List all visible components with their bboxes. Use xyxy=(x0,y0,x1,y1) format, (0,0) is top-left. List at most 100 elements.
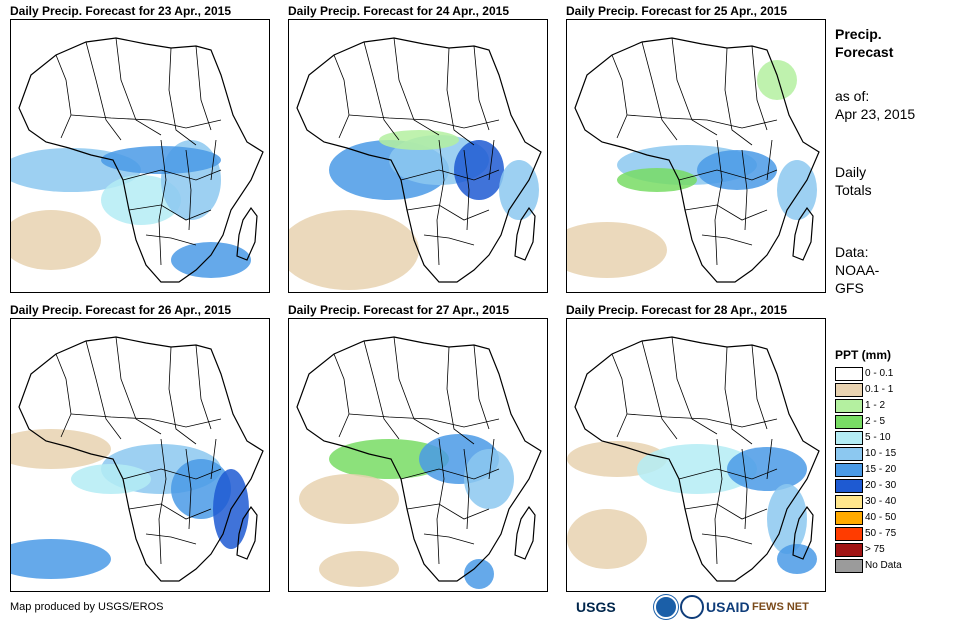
country-border xyxy=(671,37,718,136)
map-panel-4: Daily Precip. Forecast for 26 Apr., 2015 xyxy=(10,302,270,592)
legend-label: 5 - 10 xyxy=(865,432,891,443)
legend-label: > 75 xyxy=(865,544,885,555)
country-border xyxy=(473,45,490,131)
legend-swatch xyxy=(835,431,863,445)
country-border xyxy=(724,346,753,445)
country-border xyxy=(393,37,440,136)
sidebar-title: Precip. Forecast xyxy=(835,25,893,61)
legend-swatch xyxy=(835,495,863,509)
country-border xyxy=(463,448,470,530)
map-panel-3: Daily Precip. Forecast for 25 Apr., 2015 xyxy=(566,3,826,293)
country-border xyxy=(363,340,400,440)
precip-area xyxy=(289,210,419,290)
map-panel-5: Daily Precip. Forecast for 27 Apr., 2015 xyxy=(288,302,548,592)
precip-area xyxy=(319,551,399,587)
country-border xyxy=(185,448,192,530)
legend-label: 30 - 40 xyxy=(865,496,897,507)
precip-map xyxy=(566,318,826,592)
legend-swatch xyxy=(835,399,863,413)
country-border xyxy=(210,139,217,181)
legend-swatch xyxy=(835,415,863,429)
legend-label: 1 - 2 xyxy=(865,400,886,411)
country-border xyxy=(348,413,500,428)
africa-coastline xyxy=(296,336,542,582)
madagascar-coastline xyxy=(514,206,536,261)
country-border xyxy=(145,234,197,246)
country-border xyxy=(446,346,475,445)
country-border xyxy=(128,204,212,221)
country-border xyxy=(714,438,723,565)
sidebar-title-line1: Precip. xyxy=(835,26,882,42)
asof-block: as of: Apr 23, 2015 xyxy=(835,87,915,123)
asof-label: as of: xyxy=(835,88,870,104)
precip-area xyxy=(101,175,181,225)
precip-area xyxy=(617,168,697,192)
data-line2: NOAA- xyxy=(835,262,880,278)
country-border xyxy=(115,336,162,435)
legend-label: 10 - 15 xyxy=(865,448,897,459)
legend-swatch xyxy=(835,447,863,461)
legend-swatch xyxy=(835,479,863,493)
map-panel-2: Daily Precip. Forecast for 24 Apr., 2015 xyxy=(288,3,548,293)
precip-area xyxy=(71,464,151,494)
country-border xyxy=(488,139,495,181)
country-border xyxy=(210,438,217,480)
legend-swatch xyxy=(835,559,863,573)
africa-coastline xyxy=(18,37,264,283)
madagascar-coastline xyxy=(792,206,814,261)
country-border xyxy=(701,533,753,545)
country-border xyxy=(488,438,495,480)
precip-area xyxy=(499,160,539,220)
country-border xyxy=(158,139,167,266)
country-border xyxy=(423,234,475,246)
country-border xyxy=(393,336,440,435)
africa-coastline xyxy=(574,336,820,582)
precip-area xyxy=(567,222,667,278)
legend-label: No Data xyxy=(865,560,902,571)
data-source-block: Data: NOAA- GFS xyxy=(835,243,879,297)
madagascar-coastline xyxy=(792,505,814,560)
country-border xyxy=(168,47,197,146)
precip-area xyxy=(454,140,504,200)
panel-title: Daily Precip. Forecast for 25 Apr., 2015 xyxy=(566,4,787,18)
legend-label: 0.1 - 1 xyxy=(865,384,894,395)
country-border xyxy=(115,37,162,136)
country-border xyxy=(741,448,748,530)
country-border xyxy=(348,114,500,129)
country-border xyxy=(684,204,768,221)
country-border xyxy=(436,438,445,565)
africa-coastline xyxy=(296,37,542,283)
country-border xyxy=(714,139,723,266)
data-line3: GFS xyxy=(835,280,864,296)
country-border xyxy=(400,169,500,181)
country-border xyxy=(463,149,470,231)
africa-map-svg xyxy=(11,336,264,582)
country-border xyxy=(701,234,753,246)
map-credit: Map produced by USGS/EROS xyxy=(10,601,164,613)
country-border xyxy=(363,41,400,141)
country-border xyxy=(185,149,192,231)
country-border xyxy=(436,139,445,266)
africa-coastline xyxy=(18,336,264,582)
fews-net-logo: FEWS NET xyxy=(752,601,809,613)
country-border xyxy=(611,353,628,438)
precip-area xyxy=(637,444,757,494)
precip-area xyxy=(777,160,817,220)
precip-area xyxy=(464,559,494,589)
africa-map-svg xyxy=(289,37,542,290)
country-border xyxy=(626,114,778,129)
country-border xyxy=(678,169,778,181)
country-border xyxy=(195,45,212,131)
country-border xyxy=(168,346,197,445)
legend-swatch xyxy=(835,511,863,525)
africa-map-svg xyxy=(11,37,264,283)
totals-line1: Daily xyxy=(835,164,867,180)
data-line1: Data: xyxy=(835,244,869,260)
usgs-logo: USGS xyxy=(576,599,616,615)
country-border xyxy=(55,353,72,438)
country-border xyxy=(85,41,122,141)
precip-area xyxy=(697,150,777,190)
panel-title: Daily Precip. Forecast for 27 Apr., 2015 xyxy=(288,303,509,317)
country-border xyxy=(122,468,222,480)
precip-map xyxy=(10,318,270,592)
